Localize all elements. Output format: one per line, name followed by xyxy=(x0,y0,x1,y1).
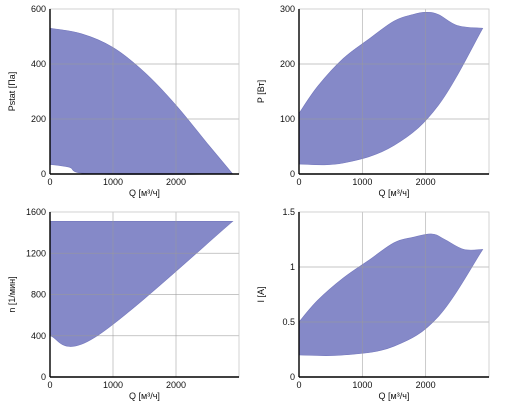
x-tick-label: 0 xyxy=(47,380,52,390)
y-tick-label: 0 xyxy=(41,372,46,382)
chart-3: 0 1000 2000 0 400 800 1200 1600 Q [м³/ч] n [1/мин… xyxy=(7,207,240,401)
y-tick-label: 400 xyxy=(31,59,46,69)
data-band xyxy=(298,11,484,166)
data-band xyxy=(49,27,234,175)
y-axis-label: Pstat [Па] xyxy=(7,72,17,112)
y-tick-label: 200 xyxy=(31,114,46,124)
y-tick-label: 800 xyxy=(31,290,46,300)
x-tick-label: 1000 xyxy=(103,380,123,390)
chart-1: 0 1000 2000 0 200 400 600 Q [м³/ч] Pstat [Па] xyxy=(7,4,240,198)
y-axis-label: I [A] xyxy=(256,286,266,302)
y-tick-label: 400 xyxy=(31,331,46,341)
y-tick-label: 0 xyxy=(41,169,46,179)
y-tick-label: 1600 xyxy=(26,207,46,217)
y-tick-label: 600 xyxy=(31,4,46,14)
chart-4: 0 1000 2000 0 0.5 1 1.5 Q [м³/ч] I [A] xyxy=(256,207,490,401)
y-tick-label: 300 xyxy=(280,4,295,14)
y-axis-label: P [Вт] xyxy=(256,80,266,103)
chart-2: 0 1000 2000 0 100 200 300 Q [м³/ч] P [Вт] xyxy=(256,4,490,198)
y-tick-label: 0.5 xyxy=(282,317,295,327)
data-band xyxy=(298,233,484,357)
x-tick-label: 0 xyxy=(296,177,301,187)
x-tick-label: 1000 xyxy=(103,177,123,187)
x-tick-label: 1000 xyxy=(352,177,372,187)
y-tick-label: 0 xyxy=(290,372,295,382)
y-tick-label: 1.5 xyxy=(282,207,295,217)
x-tick-label: 2000 xyxy=(166,177,186,187)
x-axis-label: Q [м³/ч] xyxy=(379,188,410,198)
y-tick-label: 0 xyxy=(290,169,295,179)
x-axis-label: Q [м³/ч] xyxy=(129,188,160,198)
y-tick-label: 200 xyxy=(280,59,295,69)
x-tick-label: 1000 xyxy=(352,380,372,390)
y-tick-label: 1200 xyxy=(26,248,46,258)
x-tick-label: 0 xyxy=(47,177,52,187)
data-band xyxy=(49,221,234,347)
x-tick-label: 2000 xyxy=(416,380,436,390)
x-tick-label: 0 xyxy=(296,380,301,390)
y-axis-label: n [1/мин] xyxy=(7,276,17,312)
x-tick-label: 2000 xyxy=(416,177,436,187)
x-axis-label: Q [м³/ч] xyxy=(379,391,410,401)
x-tick-label: 2000 xyxy=(166,380,186,390)
x-axis-label: Q [м³/ч] xyxy=(129,391,160,401)
y-tick-label: 1 xyxy=(290,262,295,272)
y-tick-label: 100 xyxy=(280,114,295,124)
